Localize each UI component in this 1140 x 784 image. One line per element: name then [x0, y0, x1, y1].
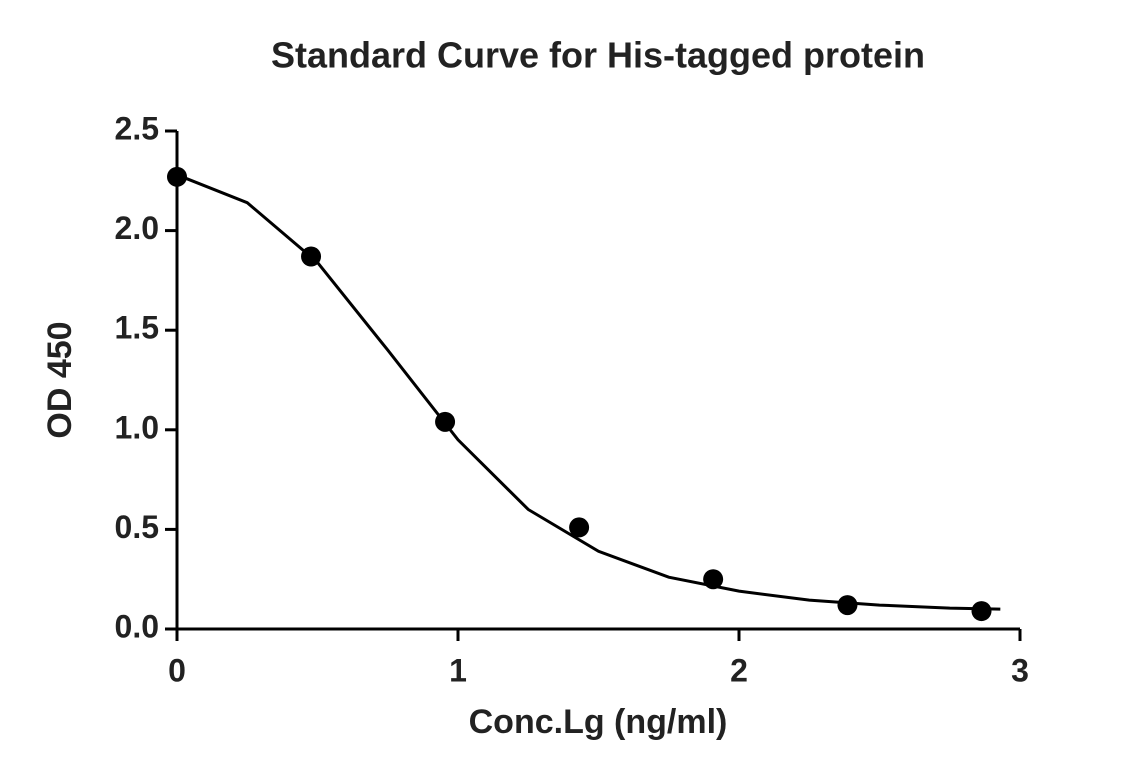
- data-point: [971, 601, 992, 622]
- y-axis-label: OD 450: [41, 321, 79, 438]
- data-point: [837, 595, 858, 616]
- fit-curve: [176, 173, 1001, 611]
- y-tick-label: 2.0: [115, 210, 159, 246]
- y-tick-label: 1.0: [115, 409, 159, 445]
- y-tick-label: 1.5: [115, 310, 159, 346]
- data-point: [167, 166, 187, 187]
- x-tick-label: 1: [449, 652, 467, 688]
- y-tick-label: 0.0: [115, 608, 159, 644]
- x-axis-label: Conc.Lg (ng/ml): [469, 703, 728, 741]
- chart-title: Standard Curve for His-tagged protein: [271, 35, 925, 76]
- y-tick-label: 2.5: [115, 110, 159, 146]
- x-tick-label: 0: [168, 652, 186, 688]
- x-tick-label: 2: [730, 652, 748, 688]
- data-point: [569, 517, 590, 538]
- x-tick-label: 3: [1011, 652, 1029, 688]
- y-tick-label: 0.5: [115, 509, 159, 545]
